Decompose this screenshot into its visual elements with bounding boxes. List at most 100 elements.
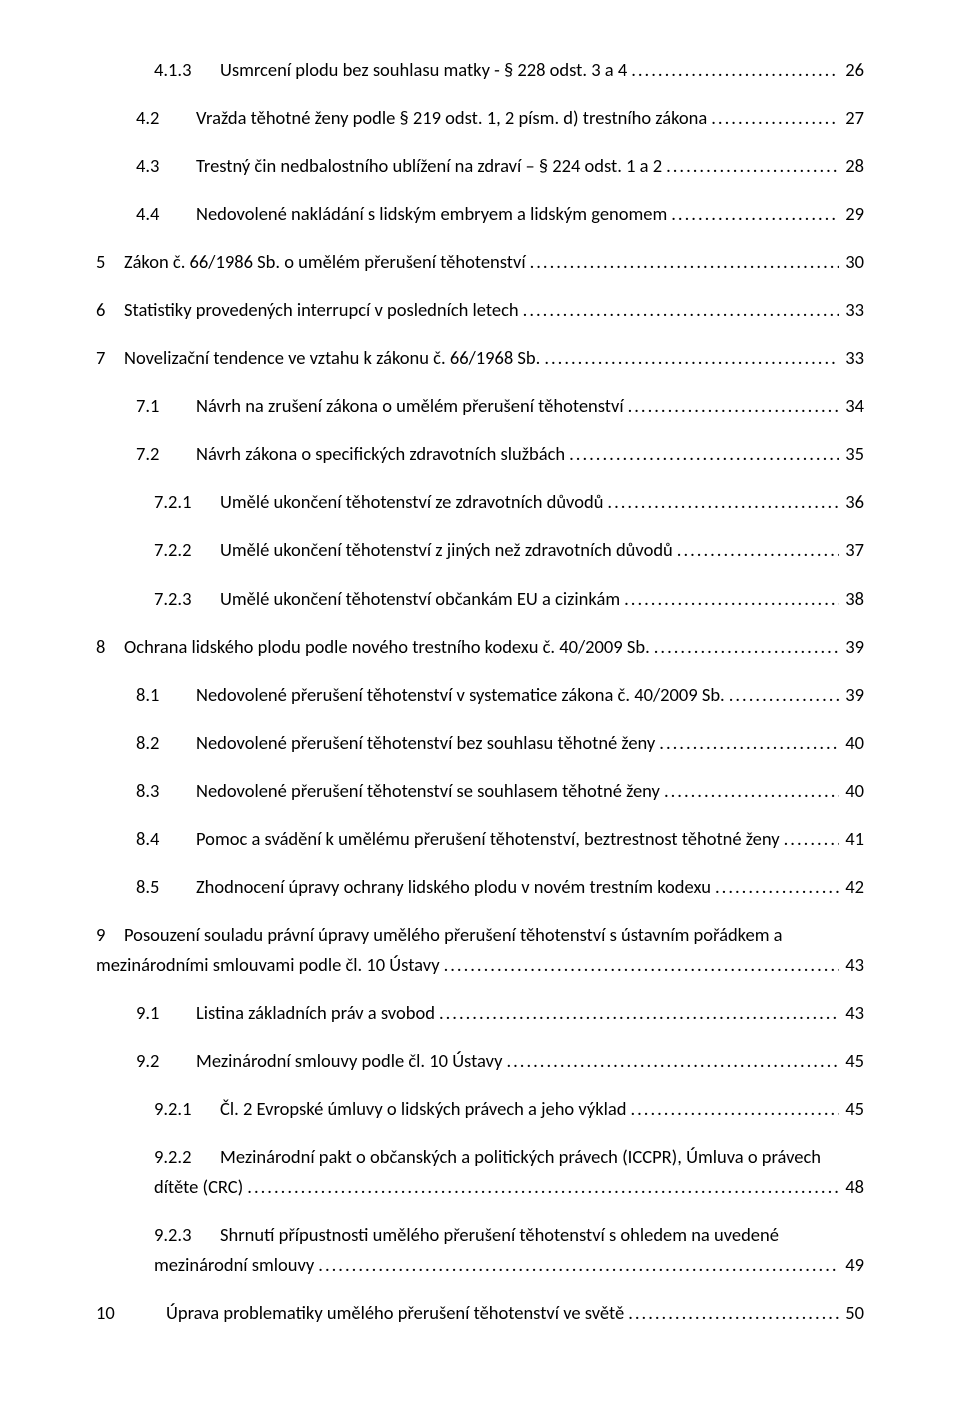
toc-number: 9.1: [96, 1001, 196, 1025]
toc-number: 9.2.2: [96, 1145, 220, 1169]
toc-leader: [666, 154, 839, 178]
toc-page-number: 45: [839, 1049, 864, 1073]
toc-leader: [664, 779, 839, 803]
toc-entry: 9.2.1Čl. 2 Evropské úmluvy o lidských pr…: [96, 1097, 864, 1121]
toc-leader: [439, 1001, 839, 1025]
toc-leader: [247, 1175, 839, 1199]
toc-leader: [631, 58, 839, 82]
toc-title: Mezinárodní smlouvy podle čl. 10 Ústavy: [196, 1049, 506, 1073]
toc-number: 7.1: [96, 394, 196, 418]
toc-number: 10: [96, 1301, 166, 1325]
toc-title: Nedovolené přerušení těhotenství bez sou…: [196, 731, 659, 755]
toc-entry: 8.4Pomoc a svádění k umělému přerušení t…: [96, 827, 864, 851]
toc-leader: [544, 346, 839, 370]
toc-title: Vražda těhotné ženy podle § 219 odst. 1,…: [196, 106, 711, 130]
toc-number: 8.1: [96, 683, 196, 707]
toc-title: Nedovolené přerušení těhotenství v syste…: [196, 683, 729, 707]
toc-entry: 7Novelizační tendence ve vztahu k zákonu…: [96, 346, 864, 370]
toc-entry: 7.2.3Umělé ukončení těhotenství občankám…: [96, 587, 864, 611]
toc-page-number: 39: [839, 683, 864, 707]
toc-leader: [654, 635, 839, 659]
toc-entry: 7.2.2Umělé ukončení těhotenství z jiných…: [96, 538, 864, 562]
toc-title: Ochrana lidského plodu podle nového tres…: [124, 635, 654, 659]
toc-entry: 8.5Zhodnocení úpravy ochrany lidského pl…: [96, 875, 864, 899]
toc-entry: 5Zákon č. 66/1986 Sb. o umělém přerušení…: [96, 250, 864, 274]
toc-page-number: 26: [839, 58, 864, 82]
toc-page-number: 37: [839, 538, 864, 562]
toc-entry: 8.2Nedovolené přerušení těhotenství bez …: [96, 731, 864, 755]
toc-leader: [444, 953, 840, 977]
toc-title: Umělé ukončení těhotenství ze zdravotníc…: [220, 490, 607, 514]
toc-leader: [506, 1049, 839, 1073]
toc-leader: [318, 1253, 839, 1277]
toc-title: Listina základních práv a svobod: [196, 1001, 439, 1025]
toc-title: Trestný čin nedbalostního ublížení na zd…: [196, 154, 666, 178]
toc-page-number: 41: [839, 827, 864, 851]
toc-entry: 9.2.2Mezinárodní pakt o občanských a pol…: [96, 1145, 864, 1199]
toc-page-number: 28: [839, 154, 864, 178]
toc-title: Nedovolené přerušení těhotenství se souh…: [196, 779, 664, 803]
toc-title: Zhodnocení úpravy ochrany lidského plodu…: [196, 875, 715, 899]
toc-page-number: 50: [839, 1301, 864, 1325]
toc-number: 8: [96, 635, 124, 659]
toc-leader: [630, 1097, 839, 1121]
toc-number: 4.3: [96, 154, 196, 178]
toc-entry: 7.1Návrh na zrušení zákona o umělém přer…: [96, 394, 864, 418]
toc-number: 4.2: [96, 106, 196, 130]
toc-entry: 6Statistiky provedených interrupcí v pos…: [96, 298, 864, 322]
toc-title: Pomoc a svádění k umělému přerušení těho…: [196, 827, 784, 851]
toc-entry: 9.1Listina základních práv a svobod 43: [96, 1001, 864, 1025]
toc-page-number: 38: [839, 587, 864, 611]
toc-page-number: 33: [839, 346, 864, 370]
toc-title: Návrh zákona o specifických zdravotních …: [196, 442, 569, 466]
toc-title-cont: mezinárodní smlouvy: [96, 1253, 318, 1277]
toc-page-number: 43: [839, 1001, 864, 1025]
toc-number: 7.2.1: [96, 490, 220, 514]
toc-entry: 9Posouzení souladu právní úpravy umělého…: [96, 923, 864, 977]
toc-leader: [659, 731, 839, 755]
toc-number: 8.4: [96, 827, 196, 851]
toc-page-number: 39: [839, 635, 864, 659]
toc-entry: 4.2Vražda těhotné ženy podle § 219 odst.…: [96, 106, 864, 130]
toc-page-number: 42: [839, 875, 864, 899]
toc-page-number: 45: [839, 1097, 864, 1121]
toc-leader: [628, 394, 840, 418]
toc-title: Nedovolené nakládání s lidským embryem a…: [196, 202, 671, 226]
toc-number: 9.2: [96, 1049, 196, 1073]
toc-title: Čl. 2 Evropské úmluvy o lidských právech…: [220, 1097, 630, 1121]
toc-entry: 7.2Návrh zákona o specifických zdravotní…: [96, 442, 864, 466]
toc-leader: [569, 442, 839, 466]
toc-leader: [677, 538, 839, 562]
toc-leader: [624, 587, 839, 611]
toc-page-number: 34: [839, 394, 864, 418]
toc-number: 7.2: [96, 442, 196, 466]
toc-title: Novelizační tendence ve vztahu k zákonu …: [124, 346, 544, 370]
toc-title-cont: mezinárodními smlouvami podle čl. 10 Úst…: [96, 953, 444, 977]
toc-page: 4.1.3Usmrcení plodu bez souhlasu matky -…: [0, 0, 960, 1420]
toc-number: 8.2: [96, 731, 196, 755]
toc-title: Návrh na zrušení zákona o umělém přeruše…: [196, 394, 628, 418]
toc-number: 7: [96, 346, 124, 370]
toc-leader: [671, 202, 839, 226]
toc-leader: [530, 250, 840, 274]
toc-title: Shrnutí přípustnosti umělého přerušení t…: [220, 1223, 864, 1247]
toc-leader: [715, 875, 839, 899]
toc-title: Umělé ukončení těhotenství občankám EU a…: [220, 587, 624, 611]
toc-title: Úprava problematiky umělého přerušení tě…: [166, 1301, 628, 1325]
toc-leader: [628, 1301, 839, 1325]
toc-number: 4.4: [96, 202, 196, 226]
toc-entry: 8Ochrana lidského plodu podle nového tre…: [96, 635, 864, 659]
toc-title: Statistiky provedených interrupcí v posl…: [124, 298, 523, 322]
toc-page-number: 33: [839, 298, 864, 322]
toc-number: 9.2.3: [96, 1223, 220, 1247]
toc-number: 5: [96, 250, 124, 274]
toc-entry: 7.2.1Umělé ukončení těhotenství ze zdrav…: [96, 490, 864, 514]
toc-leader: [784, 827, 840, 851]
toc-page-number: 35: [839, 442, 864, 466]
toc-entry: 8.3Nedovolené přerušení těhotenství se s…: [96, 779, 864, 803]
toc-leader: [523, 298, 840, 322]
toc-number: 6: [96, 298, 124, 322]
toc-page-number: 36: [839, 490, 864, 514]
toc-title-cont: dítěte (CRC): [96, 1175, 247, 1199]
toc-number: 7.2.2: [96, 538, 220, 562]
